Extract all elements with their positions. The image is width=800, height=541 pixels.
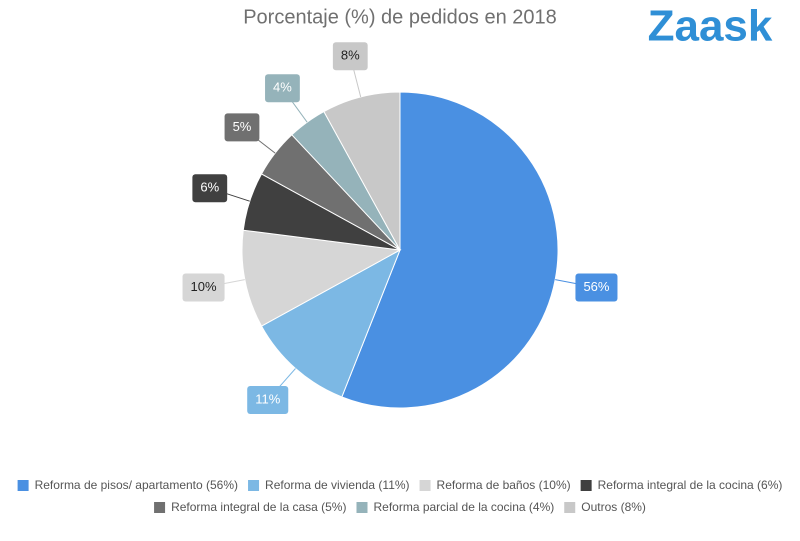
legend-swatch (580, 480, 592, 491)
data-label-box (224, 113, 260, 142)
legend-label: Reforma de pisos/ apartamento (56%) (35, 478, 238, 492)
data-label-box (265, 74, 300, 103)
data-label: 6% (192, 174, 228, 203)
data-label-text: 11% (255, 391, 280, 406)
data-label-text: 5% (233, 119, 252, 134)
pie-slice (341, 91, 559, 409)
data-label: 10% (182, 273, 225, 302)
legend-swatch (419, 480, 431, 491)
data-label: 8% (332, 42, 368, 71)
data-label-text: 8% (341, 48, 360, 63)
legend-label: Reforma parcial de la cocina (4%) (373, 500, 554, 514)
chart-title: Porcentaje (%) de pedidos en 2018 (243, 6, 557, 28)
legend-swatch (154, 502, 166, 513)
data-label: 5% (224, 113, 260, 142)
data-label-text: 10% (191, 279, 217, 294)
legend-label: Reforma integral de la cocina (6%) (598, 478, 783, 492)
legend-label: Reforma integral de la casa (5%) (171, 500, 346, 514)
data-label: 4% (265, 74, 300, 103)
legend-label: Reforma de baños (10%) (437, 478, 571, 492)
logo: Zaask (648, 2, 773, 51)
data-label-text: 56% (583, 279, 609, 294)
data-label: 11% (247, 386, 289, 415)
data-label-text: 4% (273, 80, 292, 95)
data-label: 56% (575, 273, 618, 302)
data-label-box (182, 273, 225, 302)
data-label-box (332, 42, 368, 71)
data-label-text: 6% (200, 180, 219, 195)
legend-label: Outros (8%) (581, 500, 646, 514)
legend-swatch (248, 480, 260, 491)
legend-swatch (17, 480, 29, 491)
pie-slice (260, 248, 401, 398)
pie-slice (323, 91, 401, 251)
data-label-box (247, 386, 289, 415)
data-label-box (575, 273, 618, 302)
data-label-box (192, 174, 228, 203)
legend-swatch (356, 502, 368, 513)
legend-label: Reforma de vivienda (11%) (265, 478, 410, 492)
legend-swatch (564, 502, 576, 513)
pie-slice (241, 229, 402, 327)
